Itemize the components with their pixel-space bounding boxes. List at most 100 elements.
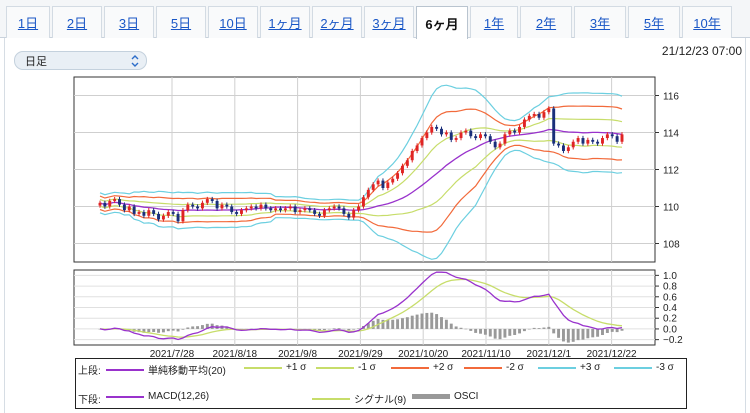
candle-body	[244, 208, 248, 211]
legend-swatch	[244, 366, 282, 369]
candle-body	[352, 210, 356, 218]
legend-upper-item-4: -2 σ	[464, 362, 524, 373]
osci-bar	[596, 328, 600, 337]
lower-y-tick-label: 1.0	[663, 271, 677, 282]
tab-0[interactable]: 1日	[6, 6, 50, 38]
osci-bar	[381, 319, 385, 329]
osci-bar	[508, 328, 512, 336]
upper-y-tick-label: 112	[663, 166, 679, 177]
tab-13[interactable]: 10年	[682, 6, 732, 38]
legend-lower-item-1: シグナル(9)	[312, 391, 406, 406]
osci-bar	[449, 323, 453, 329]
candle-body	[601, 138, 604, 144]
upper-y-tick-label: 108	[663, 240, 680, 251]
tab-7[interactable]: 3ヶ月	[364, 6, 414, 38]
osci-bar	[147, 328, 151, 332]
tab-8[interactable]: 6ヶ月	[416, 6, 468, 39]
osci-bar	[479, 328, 482, 334]
candle-body	[454, 138, 458, 140]
osci-bar	[576, 328, 580, 341]
legend-swatch	[538, 366, 576, 369]
legend-upper-row: 上段: 単純移動平均(20) +1 σ -1 σ +2 σ -2 σ +3 σ -3 σ	[76, 361, 686, 377]
osci-bar	[430, 312, 434, 329]
osci-bar	[557, 328, 561, 338]
osci-bar	[420, 313, 424, 329]
lower-y-tick-label: 0.8	[663, 282, 677, 293]
candle-body	[459, 132, 463, 139]
tab-2[interactable]: 3日	[104, 6, 154, 38]
legend-swatch	[412, 394, 450, 399]
candle-body	[430, 126, 434, 133]
osci-bar	[352, 328, 356, 330]
tab-11[interactable]: 3年	[574, 6, 626, 38]
osci-bar	[474, 328, 478, 333]
osci-bar	[181, 328, 185, 330]
candle-body	[420, 138, 424, 146]
candle-body	[410, 151, 414, 161]
legend-item-label: +3 σ	[580, 362, 601, 373]
candle-body	[498, 143, 502, 148]
candle-body	[220, 204, 224, 209]
osci-bar	[161, 328, 165, 333]
upper-y-tick-label: 114	[663, 129, 679, 140]
legend-lower-row: 下段: MACD(12,26) シグナル(9) OSCI	[76, 390, 686, 406]
tab-5[interactable]: 1ヶ月	[260, 6, 310, 38]
candle-body	[113, 199, 117, 201]
candle-interval-select[interactable]: 日足	[14, 51, 147, 70]
tab-1[interactable]: 2日	[52, 6, 102, 38]
candle-body	[142, 212, 146, 216]
legend-lower-item-0: MACD(12,26)	[106, 391, 209, 402]
osci-bar	[157, 328, 161, 333]
osci-bar	[396, 319, 400, 329]
candle-body	[332, 206, 336, 209]
osci-bar	[527, 328, 531, 330]
osci-bar	[191, 326, 195, 329]
osci-bar	[615, 328, 619, 333]
tab-6[interactable]: 2ヶ月	[312, 6, 362, 38]
osci-bar	[322, 328, 326, 331]
candle-body	[313, 210, 317, 214]
legend-upper-label: 上段:	[78, 366, 101, 377]
osci-bar	[435, 314, 439, 329]
macd-line	[99, 271, 623, 341]
x-tick-label: 2021/11/10	[461, 349, 511, 360]
candle-body	[396, 173, 400, 179]
osci-bar	[405, 317, 409, 329]
osci-bar	[566, 328, 570, 343]
osci-bar	[166, 328, 170, 332]
lower-y-tick-label: 0.4	[663, 303, 677, 314]
candle-body	[469, 130, 473, 137]
tab-3[interactable]: 5日	[156, 6, 206, 38]
candle-body	[591, 139, 595, 142]
upper-y-tick-label: 110	[663, 203, 679, 214]
signal-line	[99, 278, 623, 338]
osci-bar	[488, 328, 492, 337]
lower-y-tick-label: 0.2	[663, 314, 677, 325]
candle-body	[274, 208, 278, 211]
osci-bar	[196, 326, 200, 329]
bb-1sigma-lower	[99, 139, 623, 218]
candle-body	[425, 132, 429, 139]
tab-4[interactable]: 10日	[208, 6, 258, 38]
osci-bar	[171, 328, 175, 331]
legend-item-label: +1 σ	[286, 362, 307, 373]
candle-body	[596, 141, 600, 144]
candle-body	[347, 213, 351, 218]
tab-9[interactable]: 1年	[470, 6, 518, 38]
candle-body	[464, 130, 468, 133]
legend-item-label: 単純移動平均(20)	[148, 366, 226, 377]
osci-bar	[176, 328, 180, 332]
candle-body	[118, 199, 121, 205]
bb-1sigma-upper	[99, 118, 623, 208]
candle-body	[357, 206, 361, 211]
candle-body	[522, 119, 526, 127]
legend-item-label: OSCI	[454, 391, 479, 402]
osci-bar	[493, 328, 497, 339]
tab-10[interactable]: 2年	[520, 6, 572, 38]
legend-item-label: シグナル(9)	[354, 395, 407, 406]
tab-12[interactable]: 5年	[628, 6, 680, 38]
osci-bar	[415, 314, 419, 329]
candle-body	[386, 182, 390, 188]
osci-bar	[498, 328, 502, 340]
candle-body	[532, 114, 536, 116]
